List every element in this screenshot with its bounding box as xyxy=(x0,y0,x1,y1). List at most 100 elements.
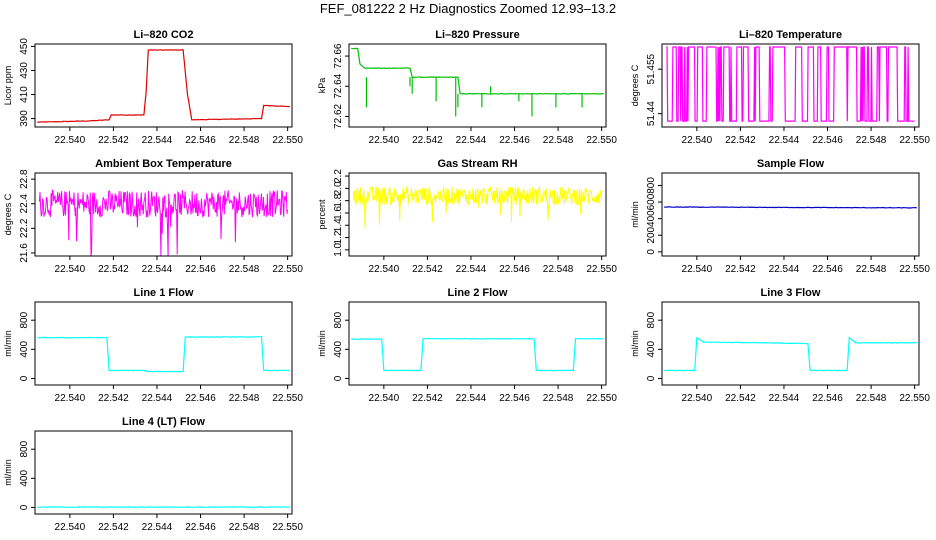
panel-9-series xyxy=(664,336,917,372)
panel-8-frame xyxy=(348,301,607,386)
panel-8-title: Line 2 Flow xyxy=(448,287,508,299)
panel-7-x-tick-label: 22.550 xyxy=(272,393,303,404)
panel-8-x-tick-label: 22.546 xyxy=(499,393,530,404)
panel-2-x-tick-label: 22.542 xyxy=(412,135,443,146)
panel-9-x-tick-label: 22.544 xyxy=(769,393,800,404)
panel-3-x-tick-label: 22.542 xyxy=(725,135,756,146)
panel-4-x-tick-label: 22.540 xyxy=(55,264,86,275)
panel-6-x-tick-label: 22.544 xyxy=(769,264,800,275)
panel-4-line xyxy=(38,189,289,256)
panel-5-line xyxy=(352,185,603,229)
panel-3-line xyxy=(666,46,915,122)
panel-6-x-axis: 22.540 22.542 22.544 22.546 22.548 22.550 xyxy=(682,256,930,275)
panel-5-y-tick-label: 1.8 xyxy=(333,193,344,207)
panel-6-x-tick-label: 22.546 xyxy=(812,264,843,275)
panel-6-y-tick-label: 400 xyxy=(646,210,657,227)
panel-2-x-tick-label: 22.550 xyxy=(586,135,617,146)
panel-7-y-tick-label: 800 xyxy=(19,311,30,328)
panel-7-y-tick-label: 0 xyxy=(19,375,30,381)
panel-7-x-tick-label: 22.544 xyxy=(142,393,173,404)
panel-5-y-tick-label: 1.2 xyxy=(333,230,344,244)
panel-6-y-tick-label: 800 xyxy=(646,177,657,194)
panel-5-y-axis: 1.01.21.41.61.82.02.2 xyxy=(333,169,349,257)
panel-1-y-tick-label: 430 xyxy=(19,62,30,79)
panel-8-x-axis: 22.540 22.542 22.544 22.546 22.548 22.550 xyxy=(369,385,617,404)
panel-5-series xyxy=(352,185,603,229)
panel-1-x-axis: 22.540 22.542 22.544 22.546 22.548 22.550 xyxy=(55,127,303,146)
panel-10-frame xyxy=(34,430,293,515)
panel-9-x-axis: 22.540 22.542 22.544 22.546 22.548 22.550 xyxy=(682,385,930,404)
panel-10-y-tick-label: 400 xyxy=(19,470,30,487)
panel-9-x-tick-label: 22.546 xyxy=(812,393,843,404)
panel-1-title: Li–820 CO2 xyxy=(134,29,194,41)
panel-6-line xyxy=(664,206,917,209)
panel-6-y-tick-label: 600 xyxy=(646,193,657,210)
panel-7-frame xyxy=(34,301,293,386)
panel-8-x-tick-label: 22.542 xyxy=(412,393,443,404)
panel-5-title: Gas Stream RH xyxy=(437,158,517,170)
panel-3-x-tick-label: 22.540 xyxy=(682,135,713,146)
panel-2-title: Li–820 Pressure xyxy=(435,29,519,41)
panel-10-ylabel: ml/min xyxy=(3,459,13,486)
panel-4-y-tick-label: 22.4 xyxy=(19,194,30,214)
panel-8-y-axis: 0 400 800 xyxy=(333,311,349,381)
panel-1-x-tick-label: 22.548 xyxy=(229,135,260,146)
panel-1-x-tick-label: 22.540 xyxy=(55,135,86,146)
panel-9-x-tick-label: 22.550 xyxy=(899,393,930,404)
panel-8-x-tick-label: 22.550 xyxy=(586,393,617,404)
panel-5-y-tick-label: 1.6 xyxy=(333,206,344,220)
panel-10-y-tick-label: 0 xyxy=(19,504,30,510)
panel-10-x-tick-label: 22.544 xyxy=(142,522,173,533)
panel-10-y-axis: 0 400 800 xyxy=(19,440,35,510)
panel-10-x-tick-label: 22.550 xyxy=(272,522,303,533)
panel-9-frame xyxy=(661,301,920,386)
panel-1-y-tick-label: 450 xyxy=(19,38,30,55)
panel-7-x-tick-label: 22.542 xyxy=(98,393,129,404)
panel-8-x-tick-label: 22.540 xyxy=(369,393,400,404)
panel-6-x-tick-label: 22.540 xyxy=(682,264,713,275)
panel-9-title: Line 3 Flow xyxy=(761,287,821,299)
panel-6-x-tick-label: 22.542 xyxy=(725,264,756,275)
panel-5-x-tick-label: 22.542 xyxy=(412,264,443,275)
panel-2-x-tick-label: 22.546 xyxy=(499,135,530,146)
panel-2-x-axis: 22.540 22.542 22.544 22.546 22.548 22.550 xyxy=(369,127,617,146)
panel-10-y-tick-label: 800 xyxy=(19,440,30,457)
panel-7-y-axis: 0 400 800 xyxy=(19,311,35,381)
panel-6-x-tick-label: 22.548 xyxy=(856,264,887,275)
panel-7-ylabel: ml/min xyxy=(3,330,13,357)
panel-1-series xyxy=(37,49,290,123)
panel-8-y-tick-label: 800 xyxy=(333,311,344,328)
panel-5-y-tick-label: 1.0 xyxy=(333,242,344,256)
panel-6-frame xyxy=(661,172,920,257)
panel-5-y-tick-label: 1.4 xyxy=(333,218,344,232)
panel-3-series xyxy=(666,46,915,122)
panel-8-ylabel: ml/min xyxy=(317,330,327,357)
panel-5-y-tick-label: 2.2 xyxy=(333,169,344,183)
panel-10-x-tick-label: 22.548 xyxy=(229,522,260,533)
panel-3-y-tick-label: 51.455 xyxy=(646,53,657,84)
panel-9-x-tick-label: 22.540 xyxy=(682,393,713,404)
panel-9-y-tick-label: 400 xyxy=(646,341,657,358)
panel-8-x-tick-label: 22.548 xyxy=(543,393,574,404)
panel-5-frame xyxy=(348,172,607,257)
panel-5-x-tick-label: 22.550 xyxy=(586,264,617,275)
panel-1-line xyxy=(37,49,290,123)
panel-4-y-tick-label: 22.8 xyxy=(19,169,30,189)
panel-4-x-tick-label: 22.548 xyxy=(229,264,260,275)
panel-3-x-tick-label: 22.544 xyxy=(769,135,800,146)
panel-10: Line 4 (LT) Flow ml/min 22.540 22.542 22.544… xyxy=(3,416,303,533)
panel-5-x-axis: 22.540 22.542 22.544 22.546 22.548 22.550 xyxy=(369,256,617,275)
panel-6-series xyxy=(664,206,917,209)
panel-4-x-tick-label: 22.544 xyxy=(142,264,173,275)
panel-6-x-tick-label: 22.550 xyxy=(899,264,930,275)
panel-3-frame xyxy=(661,43,920,128)
panel-4-x-axis: 22.540 22.542 22.544 22.546 22.548 22.550 xyxy=(55,256,303,275)
panel-1-x-tick-label: 22.542 xyxy=(98,135,129,146)
panel-9-ylabel: ml/min xyxy=(630,330,640,357)
